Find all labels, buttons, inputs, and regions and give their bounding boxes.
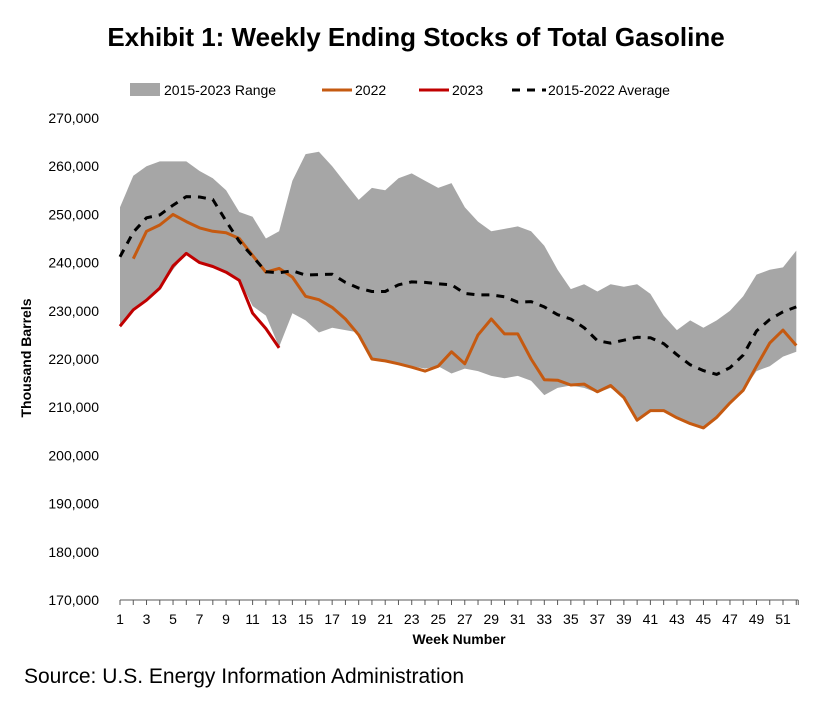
plot-area: [118, 151, 798, 430]
source-note: Source: U.S. Energy Information Administ…: [24, 665, 465, 688]
x-tick-label: 9: [222, 611, 230, 627]
x-tick-label: 31: [510, 611, 526, 627]
y-tick-label: 230,000: [48, 303, 99, 319]
legend-label-range: 2015-2023 Range: [164, 82, 276, 98]
y-tick-label: 270,000: [48, 110, 99, 126]
x-tick-label: 45: [696, 611, 712, 627]
legend-label-average: 2015-2022 Average: [548, 82, 670, 98]
y-tick-label: 260,000: [48, 158, 99, 174]
x-tick-label: 15: [298, 611, 314, 627]
x-tick-label: 7: [196, 611, 204, 627]
x-tick-label: 49: [749, 611, 765, 627]
chart-title: Exhibit 1: Weekly Ending Stocks of Total…: [107, 22, 725, 52]
x-tick-label: 37: [590, 611, 606, 627]
y-tick-label: 190,000: [48, 496, 99, 512]
x-tick-label: 23: [404, 611, 420, 627]
x-tick-label: 43: [669, 611, 685, 627]
x-tick-label: 5: [169, 611, 177, 627]
x-tick-label: 19: [351, 611, 367, 627]
y-tick-label: 220,000: [48, 351, 99, 367]
series-line-2022: [131, 212, 798, 430]
x-tick-label: 13: [271, 611, 287, 627]
legend-swatch-range: [130, 83, 160, 96]
y-axis-title: Thousand Barrels: [18, 298, 34, 417]
x-tick-label: 11: [245, 611, 260, 627]
x-tick-label: 29: [483, 611, 499, 627]
x-tick-label: 35: [563, 611, 579, 627]
x-tick-label: 3: [143, 611, 151, 627]
y-tick-label: 180,000: [48, 544, 99, 560]
x-tick-label: 21: [377, 611, 393, 627]
y-tick-label: 250,000: [48, 206, 99, 222]
y-axis: 270,000 260,000 250,000 240,000 230,000 220,0…: [48, 110, 99, 608]
legend-label-2022: 2022: [355, 82, 386, 98]
series-line-average: [118, 195, 797, 376]
series-line-2023: [118, 251, 281, 349]
y-tick-label: 210,000: [48, 399, 99, 415]
x-tick-label: 27: [457, 611, 473, 627]
x-tick-label: 41: [643, 611, 659, 627]
x-axis: 1 3 5 7 9 11 13 15 17 19 21 23 25 27 29 31 33 35 37 39 41 43 4…: [116, 599, 799, 627]
y-tick-label: 170,000: [48, 592, 99, 608]
legend: 2015-2023 Range 2022 2023 2015-2022 Aver…: [130, 82, 670, 98]
y-tick-label: 240,000: [48, 255, 99, 271]
x-tick-label: 1: [116, 611, 124, 627]
x-tick-label: 39: [616, 611, 632, 627]
legend-label-2023: 2023: [452, 82, 483, 98]
x-tick-label: 33: [537, 611, 553, 627]
x-tick-label: 25: [430, 611, 446, 627]
y-tick-label: 200,000: [48, 447, 99, 463]
x-tick-label: 51: [775, 611, 791, 627]
x-tick-label: 47: [722, 611, 738, 627]
x-axis-title: Week Number: [412, 631, 506, 647]
x-tick-label: 17: [324, 611, 340, 627]
